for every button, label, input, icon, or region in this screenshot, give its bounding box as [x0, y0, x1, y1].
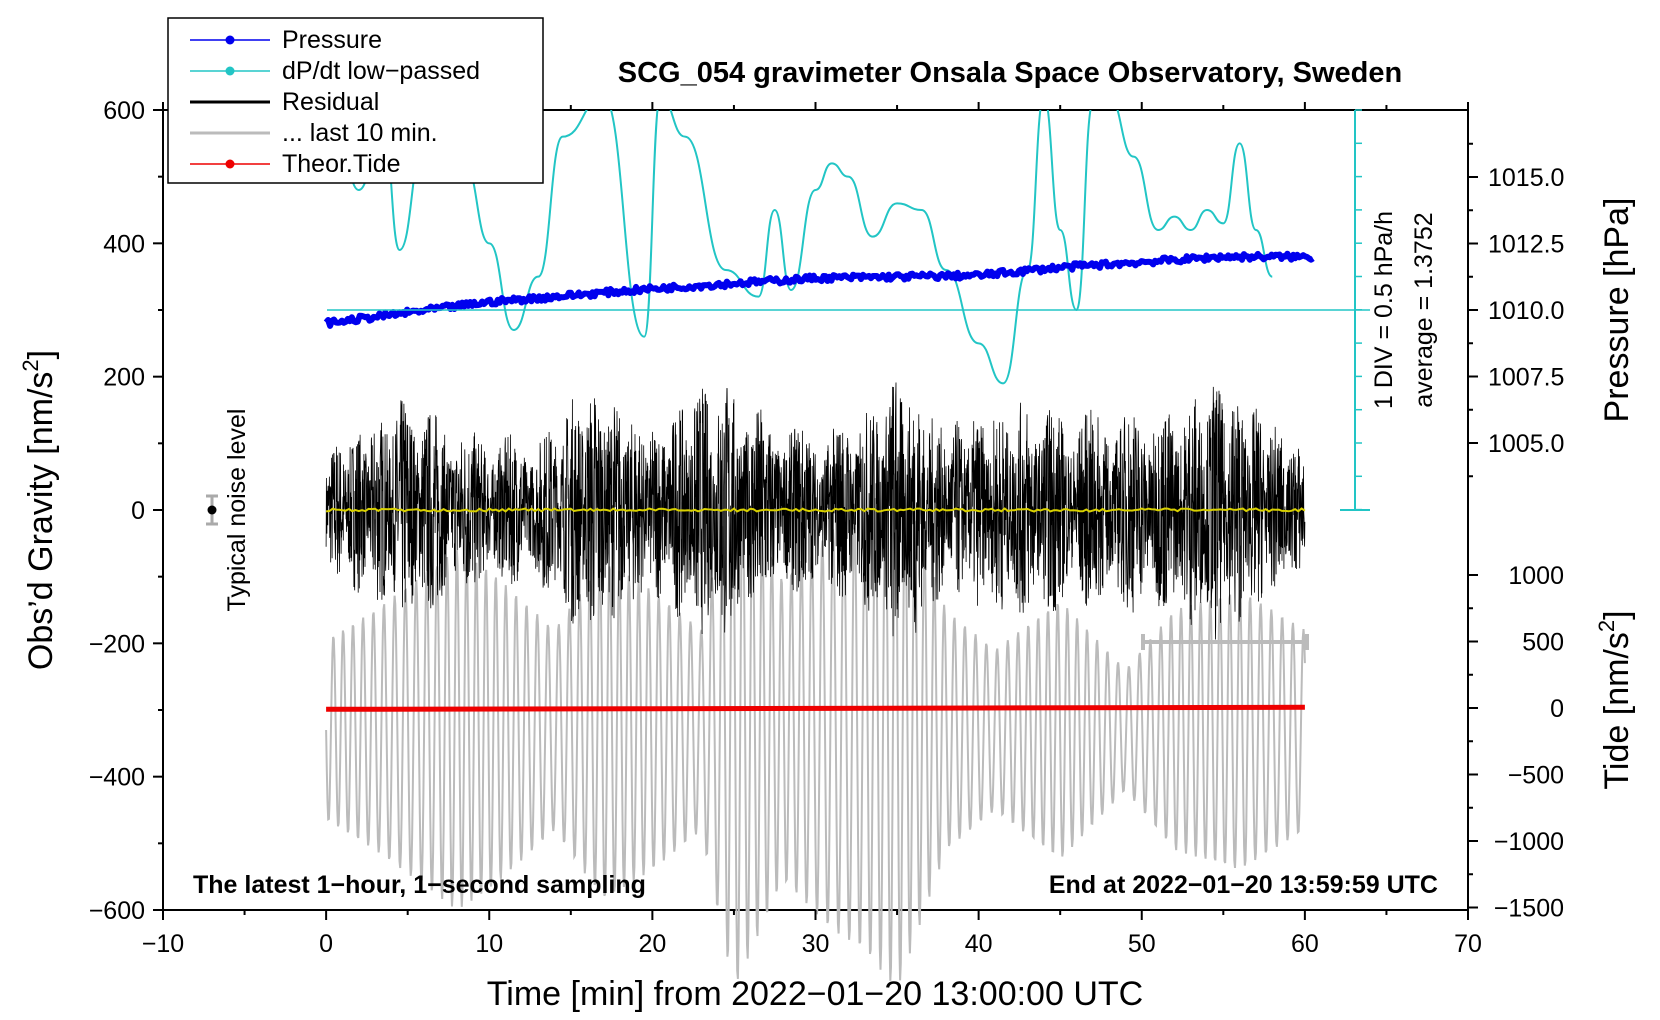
x-tick-label: 60	[1291, 930, 1319, 958]
div-scale-bar	[1340, 109, 1370, 511]
legend-label: Residual	[282, 88, 379, 116]
y-left-tick-label: −400	[89, 764, 145, 792]
pressure-axis-label: Pressure [hPa]	[1598, 198, 1636, 423]
pressure-tick-label: 1012.5	[1488, 231, 1564, 259]
sampling-annotation: The latest 1−hour, 1−second sampling	[193, 871, 646, 899]
noise-level-marker	[206, 494, 218, 526]
legend-item: Pressure	[190, 26, 382, 54]
residual-series	[325, 382, 1306, 640]
residual-line	[325, 382, 1306, 640]
tide-axis-ticks: 1000 500 0 −500 −1000 −1500	[1468, 562, 1564, 923]
x-tick-label: 0	[319, 930, 333, 958]
y-left-axis-label: Obs’d Gravity [nm/s2]	[18, 350, 60, 670]
tide-tick-label: 500	[1522, 629, 1564, 657]
y-left-tick-label: −200	[89, 630, 145, 658]
dpdt-line	[333, 110, 1273, 385]
average-label: average = 1.3752	[1410, 212, 1438, 407]
dpdt-series	[333, 110, 1273, 385]
legend-marker	[225, 66, 235, 76]
x-tick-label: −10	[142, 930, 184, 958]
pressure-tick-label: 1007.5	[1488, 364, 1564, 392]
legend: Pressure dP/dt low−passed Residual ... last…	[167, 17, 544, 184]
legend-item: Theor.Tide	[190, 150, 401, 178]
tide-axis-label: Tide [nm/s2]	[1594, 610, 1636, 789]
tide-tick-label: 0	[1550, 695, 1564, 723]
x-tick-label: 40	[965, 930, 993, 958]
tide-trace-series	[325, 473, 1306, 981]
residual-mean-path	[325, 507, 1306, 513]
y-left-tick-label: 200	[103, 364, 145, 392]
x-axis-ticks: −10 0 10 20 30 40 50 60 70	[142, 102, 1482, 958]
legend-label: Theor.Tide	[282, 150, 401, 178]
legend-marker	[225, 35, 235, 45]
last-10-min-bar	[1141, 634, 1309, 650]
theoretical-tide-series	[326, 704, 1305, 712]
x-tick-label: 70	[1454, 930, 1482, 958]
pressure-series	[323, 250, 1315, 329]
y-left-tick-label: 0	[131, 497, 145, 525]
y-left-tick-label: 600	[103, 97, 145, 125]
legend-item: dP/dt low−passed	[190, 57, 480, 85]
pressure-tick-label: 1005.0	[1488, 430, 1564, 458]
tide-tick-label: −1500	[1494, 895, 1564, 923]
tide-tick-label: −1000	[1494, 828, 1564, 856]
theoretical-tide-line	[326, 704, 1305, 712]
legend-label: dP/dt low−passed	[282, 57, 480, 85]
x-axis-label: Time [min] from 2022−01−20 13:00:00 UTC	[487, 975, 1143, 1013]
tide-tick-label: 1000	[1508, 562, 1564, 590]
legend-item: Residual	[190, 88, 379, 116]
noise-level-label: Typical noise level	[223, 409, 251, 612]
end-time-annotation: End at 2022−01−20 13:59:59 UTC	[1049, 871, 1438, 899]
y-left-axis-ticks: 600 400 200 0 −200 −400 −600	[89, 97, 163, 925]
x-tick-label: 50	[1128, 930, 1156, 958]
legend-label: Pressure	[282, 26, 382, 54]
y-left-tick-label: −600	[89, 897, 145, 925]
tide-trace-line	[325, 473, 1306, 981]
pressure-axis-ticks: 1015.0 1012.5 1010.0 1007.5 1005.0	[1468, 142, 1564, 478]
legend-marker	[225, 159, 235, 169]
x-tick-label: 20	[638, 930, 666, 958]
tide-tick-label: −500	[1508, 762, 1564, 790]
x-tick-label: 10	[475, 930, 503, 958]
y-left-tick-label: 400	[103, 230, 145, 258]
legend-item: ... last 10 min.	[190, 119, 438, 147]
chart-title: SCG_054 gravimeter Onsala Space Observat…	[618, 57, 1402, 89]
div-scale-label: 1 DIV = 0.5 hPa/h	[1370, 211, 1398, 409]
pressure-tick-label: 1015.0	[1488, 164, 1564, 192]
pressure-tick-label: 1010.0	[1488, 297, 1564, 325]
pressure-line	[323, 250, 1315, 329]
x-tick-label: 30	[802, 930, 830, 958]
residual-mean-line	[325, 507, 1306, 513]
legend-label: ... last 10 min.	[282, 119, 438, 147]
